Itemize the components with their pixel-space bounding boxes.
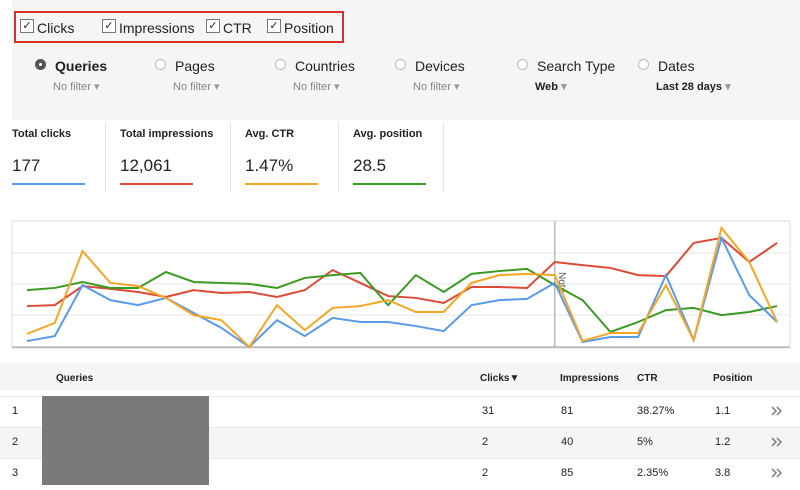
table-header-bg — [0, 363, 800, 390]
checkbox-label[interactable]: Impressions — [119, 20, 195, 36]
series-line — [26, 236, 778, 308]
series-line — [26, 235, 778, 349]
grid — [12, 252, 790, 316]
chevron-icon — [771, 468, 783, 478]
redacted-block — [42, 396, 209, 485]
filter-value[interactable]: No filter ▾ — [413, 81, 460, 93]
annotation-label: Note — [556, 272, 567, 294]
filter-label[interactable]: Pages — [175, 58, 215, 74]
column-header[interactable]: Clicks▼ — [480, 373, 520, 384]
caret-icon: ▾ — [558, 81, 567, 93]
radio[interactable] — [638, 59, 649, 70]
caret-icon: ▾ — [210, 81, 220, 93]
checkbox[interactable]: ✓ — [102, 19, 116, 33]
total-underline — [120, 183, 193, 185]
caret-icon: ▾ — [450, 81, 460, 93]
row-rank: 2 — [12, 436, 19, 448]
checkbox[interactable]: ✓ — [20, 19, 34, 33]
total-underline — [245, 183, 318, 185]
cell-clicks: 31 — [482, 405, 495, 417]
chart-frame — [11, 220, 791, 349]
total-underline — [353, 183, 426, 185]
filter-label[interactable]: Queries — [55, 58, 108, 74]
cell-impressions: 40 — [561, 436, 574, 448]
checkbox-label[interactable]: CTR — [223, 20, 252, 36]
filter-value[interactable]: No filter ▾ — [173, 81, 220, 93]
filter-value[interactable]: Web ▾ — [535, 81, 567, 93]
filter-value[interactable]: No filter ▾ — [293, 81, 340, 93]
radio[interactable] — [35, 59, 46, 70]
total-label: Avg. CTR — [245, 128, 295, 140]
separator — [105, 122, 106, 192]
row-expand-icon[interactable] — [770, 435, 784, 453]
column-header[interactable]: CTR — [637, 373, 658, 384]
cell-position: 3.8 — [715, 467, 731, 479]
caret-icon: ▾ — [722, 81, 731, 93]
cell-ctr: 2.35% — [637, 467, 669, 479]
cell-ctr: 5% — [637, 436, 653, 448]
caret-icon: ▾ — [90, 81, 100, 93]
filter-value[interactable]: Last 28 days ▾ — [656, 81, 731, 93]
total-label: Total clicks — [12, 128, 72, 140]
total-value: 28.5 — [353, 156, 387, 175]
column-header: Queries — [56, 373, 94, 384]
separator — [338, 122, 339, 192]
separator — [443, 122, 444, 192]
cell-position: 1.1 — [715, 405, 731, 417]
total-underline — [12, 183, 85, 185]
chevron-icon — [771, 437, 783, 447]
column-header[interactable]: Impressions — [560, 373, 619, 384]
filter-label[interactable]: Countries — [295, 58, 355, 74]
series-line — [26, 225, 778, 349]
total-label: Avg. position — [353, 128, 423, 140]
total-value: 1.47% — [245, 156, 294, 175]
row-rank: 3 — [12, 467, 19, 479]
cell-ctr: 38.27% — [637, 405, 675, 417]
radio[interactable] — [395, 59, 406, 70]
checkbox[interactable]: ✓ — [267, 19, 281, 33]
row-rank: 1 — [12, 405, 19, 417]
cell-impressions: 85 — [561, 467, 574, 479]
highlight-box — [14, 11, 344, 43]
series-line — [26, 267, 778, 334]
filter-value[interactable]: No filter ▾ — [53, 81, 100, 93]
checkbox-label[interactable]: Clicks — [37, 20, 75, 36]
cell-clicks: 2 — [482, 436, 489, 448]
total-value: 12,061 — [120, 156, 172, 175]
row-expand-icon[interactable] — [770, 404, 784, 422]
cell-clicks: 2 — [482, 467, 489, 479]
toolbar — [12, 0, 800, 120]
cell-position: 1.2 — [715, 436, 731, 448]
filter-label[interactable]: Dates — [658, 58, 695, 74]
filter-label[interactable]: Search Type — [537, 58, 616, 74]
filter-label[interactable]: Devices — [415, 58, 465, 74]
total-value: 177 — [12, 156, 41, 175]
total-label: Total impressions — [120, 128, 214, 140]
radio[interactable] — [155, 59, 166, 70]
cell-impressions: 81 — [561, 405, 574, 417]
checkbox[interactable]: ✓ — [206, 19, 220, 33]
row-expand-icon[interactable] — [770, 466, 784, 484]
radio[interactable] — [275, 59, 286, 70]
radio[interactable] — [517, 59, 528, 70]
chevron-icon — [771, 406, 783, 416]
checkbox-label[interactable]: Position — [284, 20, 334, 36]
caret-icon: ▾ — [330, 81, 340, 93]
separator — [230, 122, 231, 192]
column-header[interactable]: Position — [713, 373, 753, 384]
